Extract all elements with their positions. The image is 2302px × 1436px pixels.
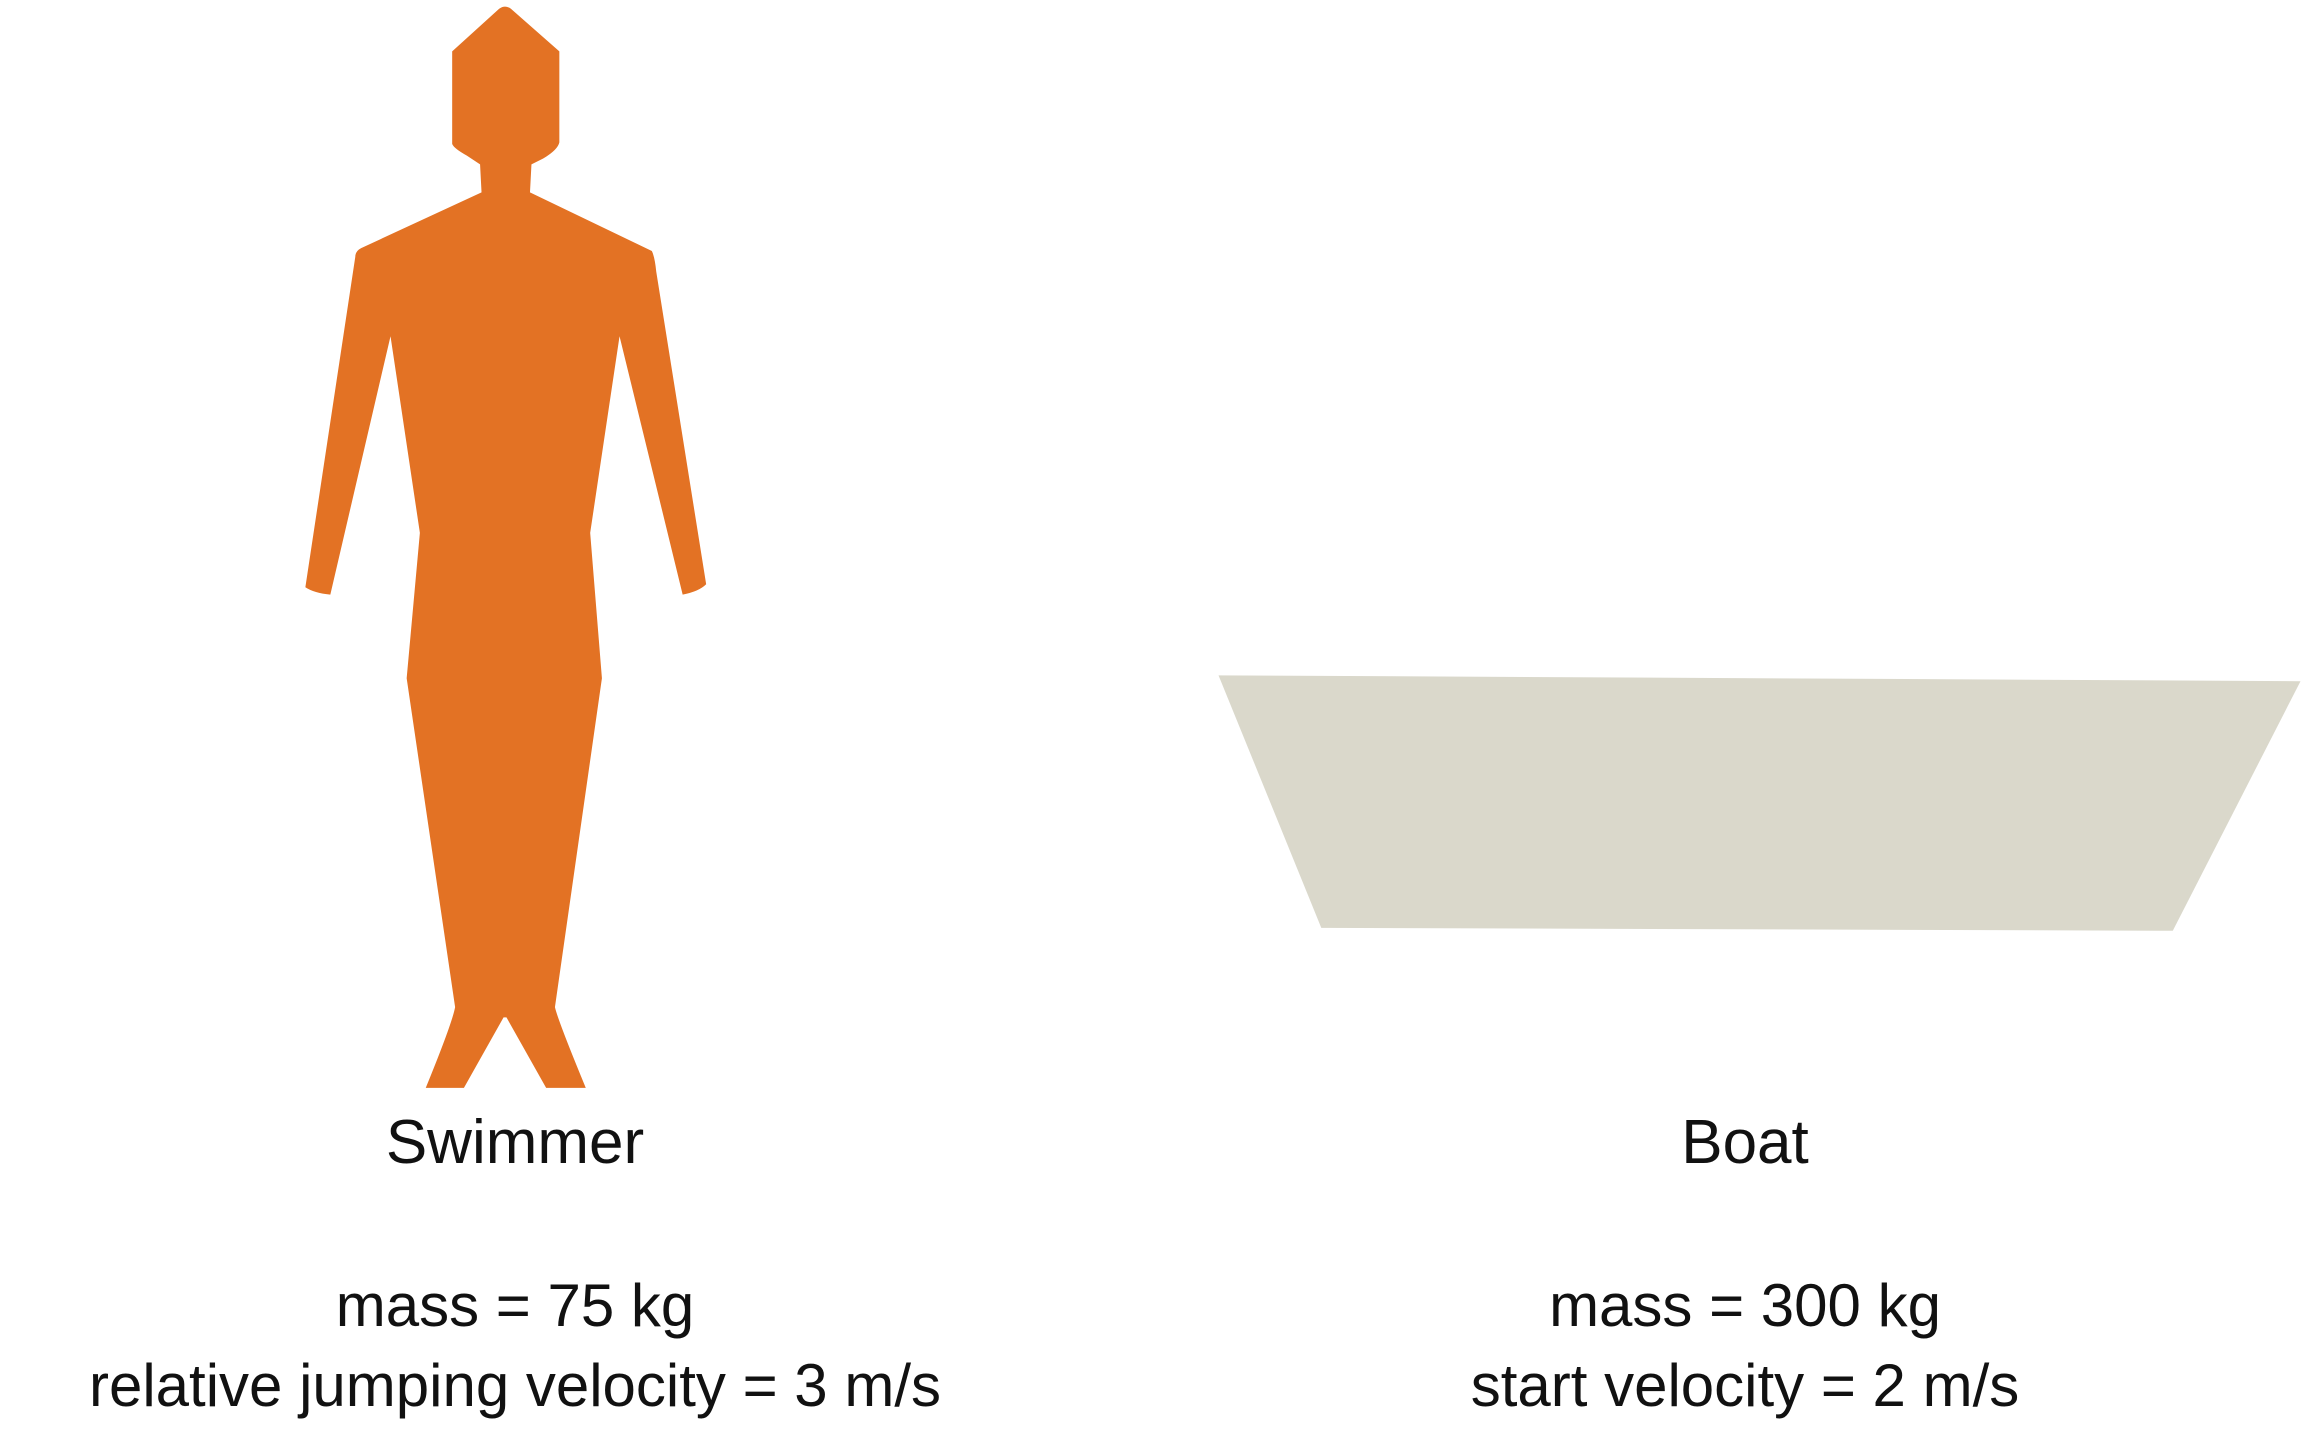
swimmer-velocity-label: relative jumping velocity = 3 m/s: [88, 1352, 941, 1419]
boat-title: Boat: [1681, 1108, 1809, 1177]
swimmer-mass-label: mass = 75 kg: [335, 1272, 695, 1339]
boat-mass-label: mass = 300 kg: [1549, 1272, 1941, 1339]
swimmer-title: Swimmer: [385, 1108, 645, 1177]
person-silhouette-icon: [305, 6, 707, 1088]
boat-hull-icon: [1218, 675, 2301, 931]
boat-velocity-label: start velocity = 2 m/s: [1470, 1352, 2020, 1419]
